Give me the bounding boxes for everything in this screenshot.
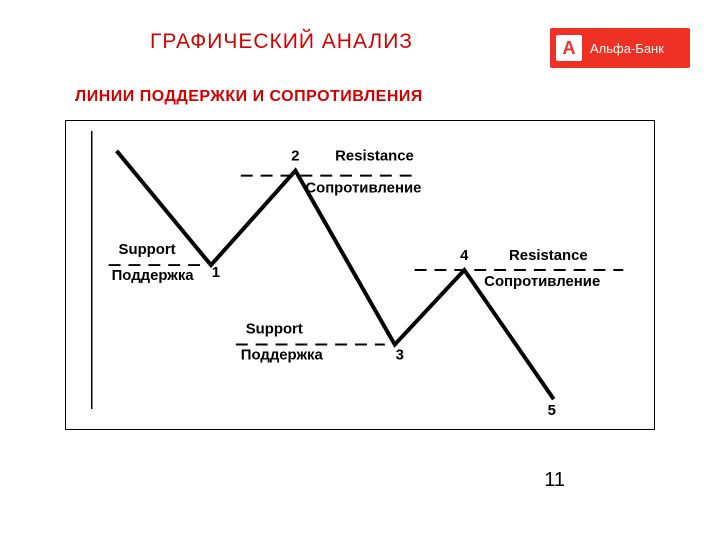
svg-text:5: 5 xyxy=(548,403,556,419)
logo-text: Альфа-Банк xyxy=(590,41,664,56)
page-number: 11 xyxy=(544,469,565,492)
svg-text:4: 4 xyxy=(460,248,469,264)
svg-text:Поддержка: Поддержка xyxy=(241,347,324,363)
svg-text:Resistance: Resistance xyxy=(509,248,588,264)
logo-letter-icon: А xyxy=(556,35,582,61)
svg-text:Support: Support xyxy=(119,242,176,258)
svg-text:Resistance: Resistance xyxy=(335,149,414,165)
svg-text:Сопротивление: Сопротивление xyxy=(484,274,600,290)
svg-text:Сопротивление: Сопротивление xyxy=(305,181,421,197)
svg-text:Поддержка: Поддержка xyxy=(112,268,195,284)
support-resistance-chart: 1 2 3 4 5 Resistance Сопротивление Support Подде… xyxy=(66,121,654,429)
svg-text:Support: Support xyxy=(246,322,303,338)
page-subtitle: ЛИНИИ ПОДДЕРЖКИ И СОПРОТИВЛЕНИЯ xyxy=(75,88,423,106)
svg-text:2: 2 xyxy=(291,149,299,165)
brand-logo: А Альфа-Банк xyxy=(550,28,690,68)
svg-text:1: 1 xyxy=(212,265,220,281)
slide: ГРАФИЧЕСКИЙ АНАЛИЗ А Альфа-Банк ЛИНИИ ПО… xyxy=(0,0,720,540)
svg-text:3: 3 xyxy=(396,347,404,363)
chart-frame: 1 2 3 4 5 Resistance Сопротивление Support Подде… xyxy=(65,120,655,430)
page-title: ГРАФИЧЕСКИЙ АНАЛИЗ xyxy=(150,30,413,54)
